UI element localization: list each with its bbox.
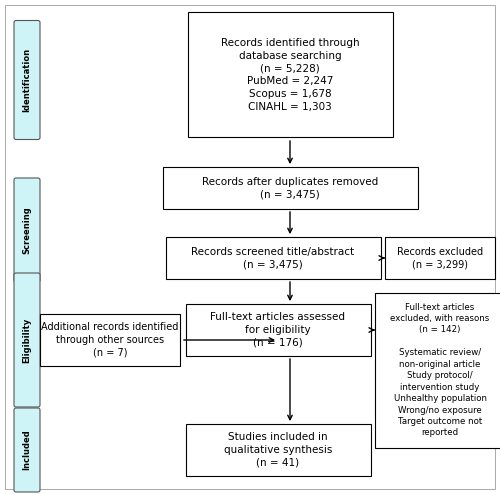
- Text: Records after duplicates removed
(n = 3,475): Records after duplicates removed (n = 3,…: [202, 176, 378, 200]
- FancyBboxPatch shape: [375, 292, 500, 448]
- Text: Studies included in
qualitative synthesis
(n = 41): Studies included in qualitative synthesi…: [224, 432, 332, 468]
- Text: Screening: Screening: [22, 206, 32, 254]
- Text: Included: Included: [22, 430, 32, 470]
- FancyBboxPatch shape: [166, 237, 380, 279]
- Text: Records screened title/abstract
(n = 3,475): Records screened title/abstract (n = 3,4…: [192, 247, 354, 269]
- FancyBboxPatch shape: [14, 178, 40, 282]
- FancyBboxPatch shape: [14, 408, 40, 492]
- FancyBboxPatch shape: [186, 304, 370, 356]
- FancyBboxPatch shape: [162, 167, 418, 209]
- FancyBboxPatch shape: [385, 237, 495, 279]
- FancyBboxPatch shape: [188, 12, 392, 137]
- FancyBboxPatch shape: [40, 314, 180, 366]
- Text: Full-text articles
excluded, with reasons
(n = 142)

Systematic review/
non-orig: Full-text articles excluded, with reason…: [390, 302, 490, 438]
- Text: Full-text articles assessed
for eligibility
(n = 176): Full-text articles assessed for eligibil…: [210, 312, 346, 348]
- Text: Eligibility: Eligibility: [22, 317, 32, 363]
- Text: Additional records identified
through other sources
(n = 7): Additional records identified through ot…: [42, 322, 178, 358]
- Text: Records excluded
(n = 3,299): Records excluded (n = 3,299): [397, 247, 483, 269]
- Text: Records identified through
database searching
(n = 5,228)
PubMed = 2,247
Scopus : Records identified through database sear…: [220, 38, 360, 112]
- FancyBboxPatch shape: [14, 20, 40, 139]
- Text: Identification: Identification: [22, 48, 32, 112]
- FancyBboxPatch shape: [14, 273, 40, 407]
- FancyBboxPatch shape: [186, 424, 370, 476]
